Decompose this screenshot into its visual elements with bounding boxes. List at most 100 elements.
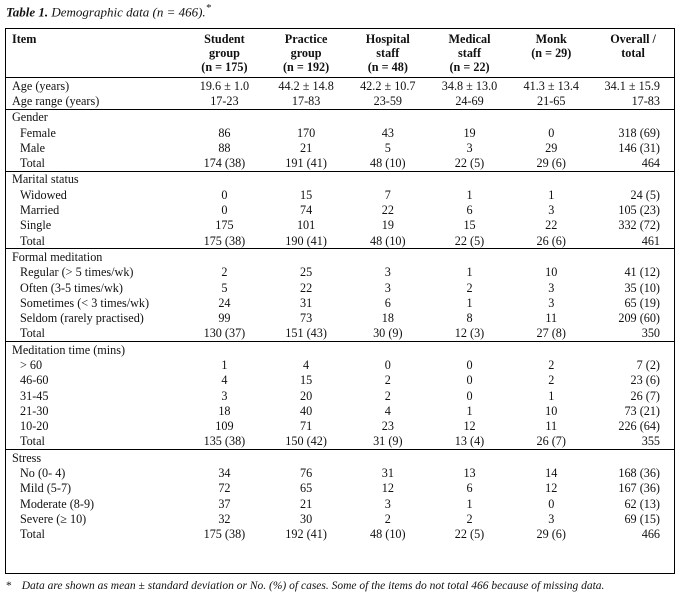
column-header-line: group <box>290 46 322 60</box>
cell-value: 40 <box>300 403 313 418</box>
table-row: Seldom (rarely practised) 99 73 18 8 11 209 (6… <box>6 310 674 325</box>
cell-value: 86 <box>218 125 231 140</box>
cell-value: 15 <box>300 187 313 202</box>
column-header-line: staff <box>458 46 482 60</box>
cell-value: 146 (31) <box>618 140 660 155</box>
cell-value: 0 <box>384 357 391 372</box>
cell-value: 318 (69) <box>618 125 660 140</box>
cell-value: 2 <box>384 511 391 526</box>
cell-value: 74 <box>300 203 313 218</box>
cell-value: 73 (21) <box>624 403 660 418</box>
cell-value: 175 (38) <box>203 233 246 248</box>
total-row: Total 175 (38) 192 (41) 48 (10) 22 (5) 29 (6)… <box>6 527 674 542</box>
cell-value: 3 <box>384 265 391 280</box>
section-header-row: Marital status <box>6 171 674 187</box>
cell-value: 4 <box>384 403 391 418</box>
section-title: Marital status <box>12 172 79 187</box>
table-header: Item Student group (n = 175) Practice group (n… <box>6 29 674 78</box>
cell-value: 34 <box>218 466 231 481</box>
row-label: Single <box>20 218 52 233</box>
row-label: No (0- 4) <box>20 466 66 481</box>
table-row: 21-30 18 40 4 1 10 73 (21) <box>6 403 674 418</box>
cell-value: 2 <box>384 388 391 403</box>
cell-value: 21-65 <box>537 93 566 108</box>
cell-value: 29 (6) <box>536 527 566 542</box>
table-row: Female 86 170 43 19 0 318 (69) <box>6 125 674 140</box>
table-row: Moderate (8-9) 37 21 3 1 0 62 (13) <box>6 496 674 511</box>
section-title: Meditation time (mins) <box>12 342 126 357</box>
cell-value: 0 <box>466 357 473 372</box>
cell-value: 65 (19) <box>624 295 660 310</box>
cell-value: 6 <box>466 481 473 496</box>
section-title: Stress <box>12 450 42 465</box>
column-header-line: Overall / <box>610 32 656 46</box>
cell-value: 13 <box>463 466 476 481</box>
cell-value: 2 <box>548 373 555 388</box>
table-footnote: * Data are shown as mean ± standard devia… <box>6 580 604 592</box>
cell-value: 37 <box>218 496 231 511</box>
cell-value: 71 <box>300 419 313 434</box>
cell-value: 0 <box>221 187 228 202</box>
table-row: Age (years) 19.6 ± 1.0 44.2 ± 14.8 42.2 ± 1… <box>6 77 674 94</box>
column-header-item: Item <box>6 29 184 78</box>
cell-value: 24 <box>218 295 231 310</box>
table-row: Married 0 74 22 6 3 105 (23) <box>6 202 674 217</box>
row-label: Sometimes (< 3 times/wk) <box>20 295 150 310</box>
row-label: Severe (≥ 10) <box>20 511 87 526</box>
table-body: Age (years) 19.6 ± 1.0 44.2 ± 14.8 42.2 ± 1… <box>6 77 674 542</box>
cell-value: 3 <box>548 295 555 310</box>
cell-value: 48 (10) <box>370 233 406 248</box>
column-header-line: (n = 175) <box>201 60 248 74</box>
table-row: Male 88 21 5 3 29 146 (31) <box>6 140 674 155</box>
cell-value: 76 <box>300 466 313 481</box>
cell-value: 42.2 ± 10.7 <box>360 78 416 93</box>
table-row: No (0- 4) 34 76 31 13 14 168 (36) <box>6 465 674 480</box>
cell-value: 62 (13) <box>624 496 660 511</box>
cell-value: 8 <box>466 311 473 326</box>
row-label: Total <box>20 156 45 171</box>
cell-value: 0 <box>548 496 555 511</box>
total-row: Total 174 (38) 191 (41) 48 (10) 22 (5) 29 (6)… <box>6 155 674 171</box>
row-label: > 60 <box>20 357 43 372</box>
row-label: Age range (years) <box>12 93 100 108</box>
cell-value: 5 <box>221 280 228 295</box>
row-label: Mild (5-7) <box>20 481 72 496</box>
row-label: 31-45 <box>20 388 49 403</box>
cell-value: 26 (6) <box>536 233 566 248</box>
row-label: Seldom (rarely practised) <box>20 311 144 326</box>
cell-value: 12 <box>381 481 394 496</box>
cell-value: 0 <box>466 373 473 388</box>
cell-value: 10 <box>545 265 558 280</box>
cell-value: 150 (42) <box>285 434 327 449</box>
cell-value: 23 <box>381 419 394 434</box>
demographic-table-frame: Item Student group (n = 175) Practice group (n… <box>5 28 675 574</box>
cell-value: 3 <box>466 140 473 155</box>
cell-value: 5 <box>384 140 391 155</box>
cell-value: 168 (36) <box>618 466 660 481</box>
section-header-row: Gender <box>6 109 674 125</box>
cell-value: 21 <box>300 496 313 511</box>
row-label: Female <box>20 125 56 140</box>
row-label: Widowed <box>20 187 67 202</box>
cell-value: 1 <box>221 357 228 372</box>
row-label: Total <box>20 326 45 341</box>
footnote-text: Data are shown as mean ± standard deviat… <box>21 580 605 592</box>
cell-value: 10 <box>545 403 558 418</box>
cell-value: 34.1 ± 15.9 <box>604 78 660 93</box>
column-header-line: group <box>208 46 240 60</box>
cell-value: 4 <box>303 357 310 372</box>
cell-value: 2 <box>466 280 473 295</box>
cell-value: 109 <box>215 419 234 434</box>
cell-value: 1 <box>466 265 473 280</box>
header-row: Item Student group (n = 175) Practice group (n… <box>6 29 674 78</box>
cell-value: 355 <box>641 434 660 449</box>
cell-value: 3 <box>548 511 555 526</box>
column-header: Overall / total <box>592 29 674 78</box>
cell-value: 72 <box>218 481 231 496</box>
cell-value: 11 <box>545 419 558 434</box>
column-header-line: (n = 192) <box>282 60 330 74</box>
cell-value: 175 (38) <box>203 527 246 542</box>
cell-value: 0 <box>548 125 555 140</box>
total-row: Total 175 (38) 190 (41) 48 (10) 22 (5) 26 (6)… <box>6 233 674 249</box>
cell-value: 31 <box>300 295 313 310</box>
